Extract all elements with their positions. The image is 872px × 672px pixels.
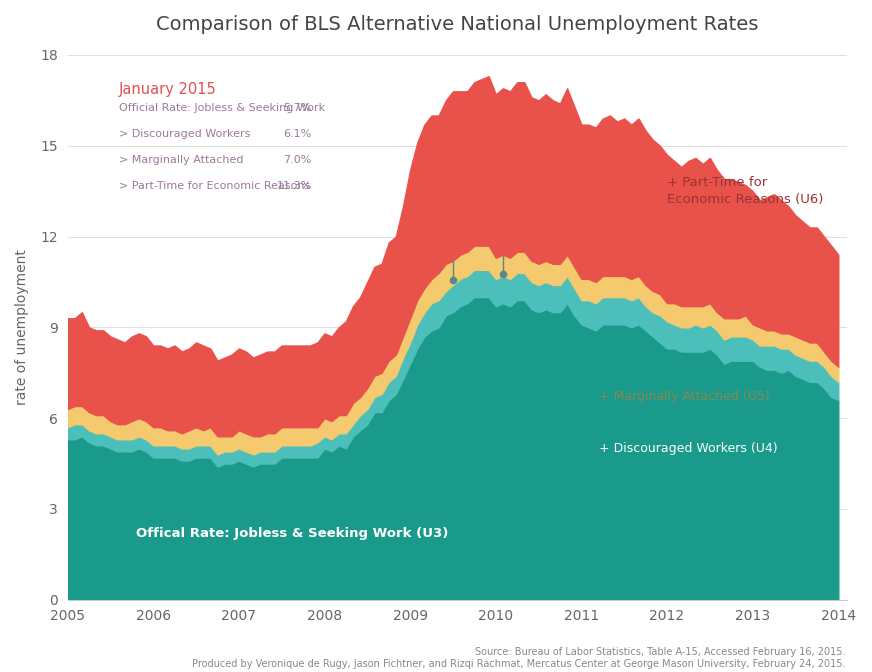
Text: > Part-Time for Economic Reasons: > Part-Time for Economic Reasons xyxy=(119,181,310,191)
Text: + Marginally Attached (U5): + Marginally Attached (U5) xyxy=(598,390,769,403)
Text: > Discouraged Workers: > Discouraged Workers xyxy=(119,129,250,139)
Text: + Discouraged Workers (U4): + Discouraged Workers (U4) xyxy=(598,442,777,455)
Text: 6.1%: 6.1% xyxy=(283,129,311,139)
Text: January 2015: January 2015 xyxy=(119,82,217,97)
Text: 5.7%: 5.7% xyxy=(283,103,311,114)
Title: Comparison of BLS Alternative National Unemployment Rates: Comparison of BLS Alternative National U… xyxy=(156,15,759,34)
Text: > Marginally Attached: > Marginally Attached xyxy=(119,155,243,165)
Y-axis label: rate of unemployment: rate of unemployment xyxy=(15,249,29,405)
Text: Source: Bureau of Labor Statistics, Table A-15, Accessed February 16, 2015.
Prod: Source: Bureau of Labor Statistics, Tabl… xyxy=(193,647,846,669)
Text: 7.0%: 7.0% xyxy=(283,155,311,165)
Text: Official Rate: Jobless & Seeking Work: Official Rate: Jobless & Seeking Work xyxy=(119,103,325,114)
Text: + Part-Time for
Economic Reasons (U6): + Part-Time for Economic Reasons (U6) xyxy=(667,176,823,206)
Text: Offical Rate: Jobless & Seeking Work (U3): Offical Rate: Jobless & Seeking Work (U3… xyxy=(136,527,448,540)
Text: 11.3%: 11.3% xyxy=(276,181,311,191)
